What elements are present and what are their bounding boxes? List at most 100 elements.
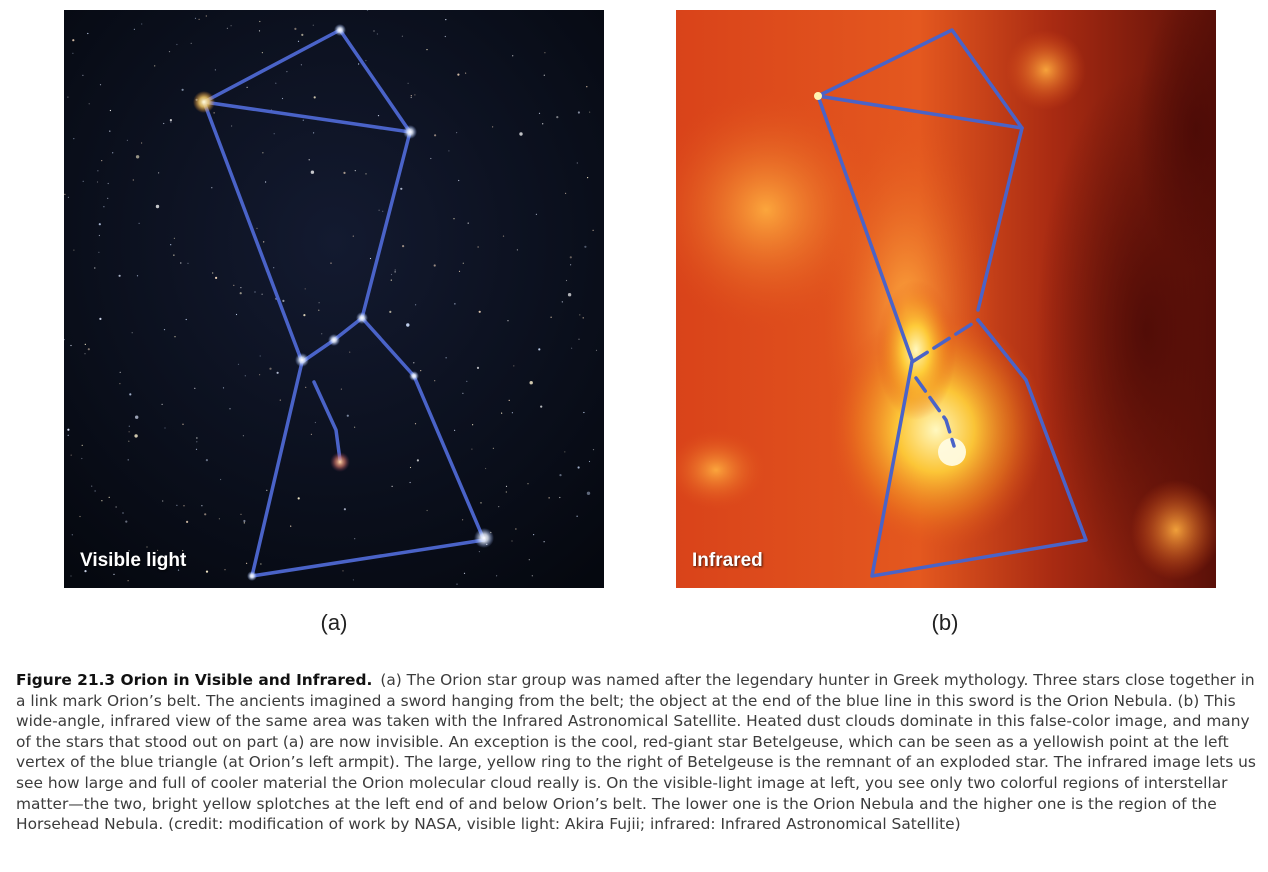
- background-star: [340, 388, 342, 390]
- visible-light-image: Visible light: [64, 10, 604, 588]
- background-star: [589, 111, 591, 113]
- background-star: [183, 505, 185, 507]
- background-star: [588, 460, 591, 463]
- background-star: [258, 30, 261, 32]
- background-star: [472, 424, 474, 426]
- background-star: [64, 339, 65, 341]
- background-star: [476, 366, 480, 369]
- background-star: [501, 412, 503, 414]
- belt-star: [328, 334, 340, 346]
- background-star: [354, 426, 356, 428]
- background-star: [163, 329, 166, 331]
- background-star: [576, 515, 578, 517]
- background-star: [276, 371, 279, 374]
- background-star: [237, 363, 240, 365]
- background-star: [115, 506, 117, 508]
- background-star: [73, 138, 75, 140]
- background-star: [465, 72, 467, 74]
- background-star: [194, 17, 197, 19]
- background-star: [415, 304, 417, 306]
- background-star: [354, 538, 356, 540]
- background-star: [559, 474, 562, 477]
- background-star: [366, 10, 369, 11]
- background-star: [73, 249, 75, 251]
- background-star: [390, 279, 392, 281]
- background-star: [529, 381, 533, 385]
- background-star: [587, 177, 589, 179]
- background-star: [477, 246, 479, 248]
- background-star: [466, 380, 468, 382]
- background-star: [182, 550, 184, 552]
- background-star: [294, 27, 297, 30]
- background-star: [240, 513, 242, 515]
- background-star: [168, 51, 171, 53]
- background-star: [119, 383, 121, 385]
- background-star: [176, 43, 178, 46]
- background-star: [314, 421, 316, 424]
- background-star: [246, 562, 248, 564]
- background-star: [394, 271, 396, 273]
- background-star: [201, 505, 203, 507]
- background-star: [426, 509, 428, 512]
- background-star: [304, 288, 306, 290]
- betelgeuse-star: [193, 91, 215, 113]
- background-star: [512, 55, 514, 57]
- background-star: [369, 257, 372, 260]
- background-star: [129, 393, 132, 396]
- belt-star: [356, 312, 368, 324]
- background-star: [94, 490, 96, 492]
- infrared-constellation: [676, 10, 1216, 588]
- figure-caption-text: (a) The Orion star group was named after…: [16, 671, 1256, 834]
- background-star: [426, 49, 428, 51]
- background-star: [169, 119, 172, 122]
- constellation-right-side-line: [360, 130, 412, 320]
- background-star: [266, 489, 268, 491]
- background-star: [548, 497, 550, 499]
- background-star: [173, 237, 175, 239]
- background-star: [101, 160, 103, 162]
- background-star: [420, 370, 422, 372]
- background-star: [301, 33, 304, 36]
- background-star: [354, 170, 356, 172]
- background-star: [181, 559, 183, 561]
- belt-star: [295, 353, 309, 367]
- background-star: [240, 287, 242, 289]
- background-star: [158, 172, 160, 174]
- figure-caption: Figure 21.3 Orion in Visible and Infrare…: [16, 670, 1262, 835]
- background-star: [343, 508, 346, 511]
- background-star: [84, 353, 86, 355]
- background-star: [569, 256, 572, 259]
- background-star: [141, 23, 143, 25]
- background-star: [458, 270, 461, 272]
- background-star: [127, 580, 129, 582]
- background-star: [577, 111, 581, 114]
- constellation-left-side-line: [816, 94, 914, 362]
- background-star: [343, 171, 346, 174]
- panel-a-label: Visible light: [80, 550, 187, 571]
- background-star: [176, 504, 178, 506]
- background-star: [141, 142, 143, 144]
- background-star: [122, 512, 124, 514]
- background-star: [365, 60, 367, 62]
- background-star: [571, 347, 573, 349]
- background-star: [592, 229, 594, 231]
- background-star: [205, 459, 208, 462]
- background-star: [471, 448, 473, 450]
- background-star: [505, 491, 507, 493]
- background-star: [310, 433, 312, 435]
- background-star: [358, 63, 360, 65]
- background-star: [300, 64, 302, 66]
- background-star: [533, 534, 535, 536]
- background-star: [434, 134, 437, 137]
- background-star: [246, 86, 248, 88]
- background-star: [401, 35, 403, 37]
- background-star: [180, 262, 182, 264]
- background-star: [416, 459, 419, 462]
- background-star: [226, 27, 228, 29]
- background-star: [570, 264, 572, 266]
- constellation-sword-line: [914, 376, 956, 448]
- background-star: [559, 496, 561, 499]
- background-star: [71, 534, 73, 536]
- background-star: [389, 310, 392, 313]
- background-star: [584, 245, 587, 248]
